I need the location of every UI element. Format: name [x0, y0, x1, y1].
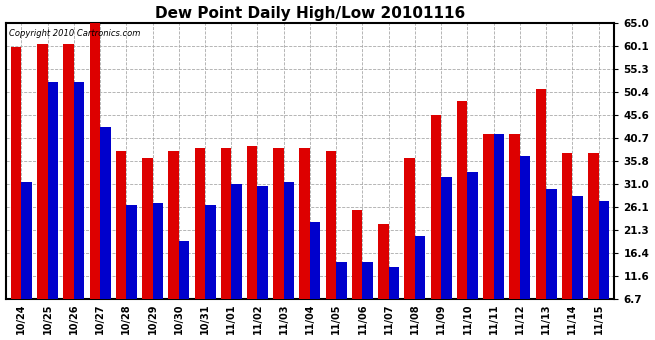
Bar: [126, 205, 137, 331]
Bar: [168, 151, 179, 331]
Bar: [326, 151, 336, 331]
Bar: [257, 186, 268, 331]
Bar: [588, 153, 599, 331]
Bar: [273, 149, 284, 331]
Bar: [520, 156, 531, 331]
Bar: [10, 47, 22, 331]
Bar: [74, 82, 84, 331]
Bar: [562, 153, 572, 331]
Bar: [205, 205, 215, 331]
Bar: [441, 177, 452, 331]
Bar: [231, 184, 242, 331]
Bar: [546, 189, 557, 331]
Bar: [299, 149, 310, 331]
Bar: [457, 101, 468, 331]
Bar: [431, 115, 441, 331]
Bar: [405, 158, 415, 331]
Bar: [310, 222, 320, 331]
Bar: [352, 210, 362, 331]
Bar: [116, 151, 126, 331]
Bar: [362, 262, 373, 331]
Bar: [572, 196, 583, 331]
Bar: [90, 23, 100, 331]
Bar: [483, 134, 494, 331]
Bar: [22, 182, 32, 331]
Bar: [37, 45, 48, 331]
Bar: [494, 134, 504, 331]
Bar: [221, 149, 231, 331]
Bar: [100, 127, 111, 331]
Bar: [48, 82, 58, 331]
Bar: [195, 149, 205, 331]
Bar: [378, 224, 388, 331]
Bar: [142, 158, 153, 331]
Text: Copyright 2010 Cartronics.com: Copyright 2010 Cartronics.com: [9, 29, 140, 38]
Bar: [599, 201, 609, 331]
Bar: [284, 182, 294, 331]
Bar: [468, 172, 478, 331]
Bar: [153, 203, 163, 331]
Bar: [510, 134, 520, 331]
Bar: [64, 45, 74, 331]
Title: Dew Point Daily High/Low 20101116: Dew Point Daily High/Low 20101116: [155, 5, 465, 20]
Bar: [415, 236, 426, 331]
Bar: [336, 262, 346, 331]
Bar: [536, 89, 546, 331]
Bar: [179, 241, 189, 331]
Bar: [388, 267, 399, 331]
Bar: [247, 146, 257, 331]
